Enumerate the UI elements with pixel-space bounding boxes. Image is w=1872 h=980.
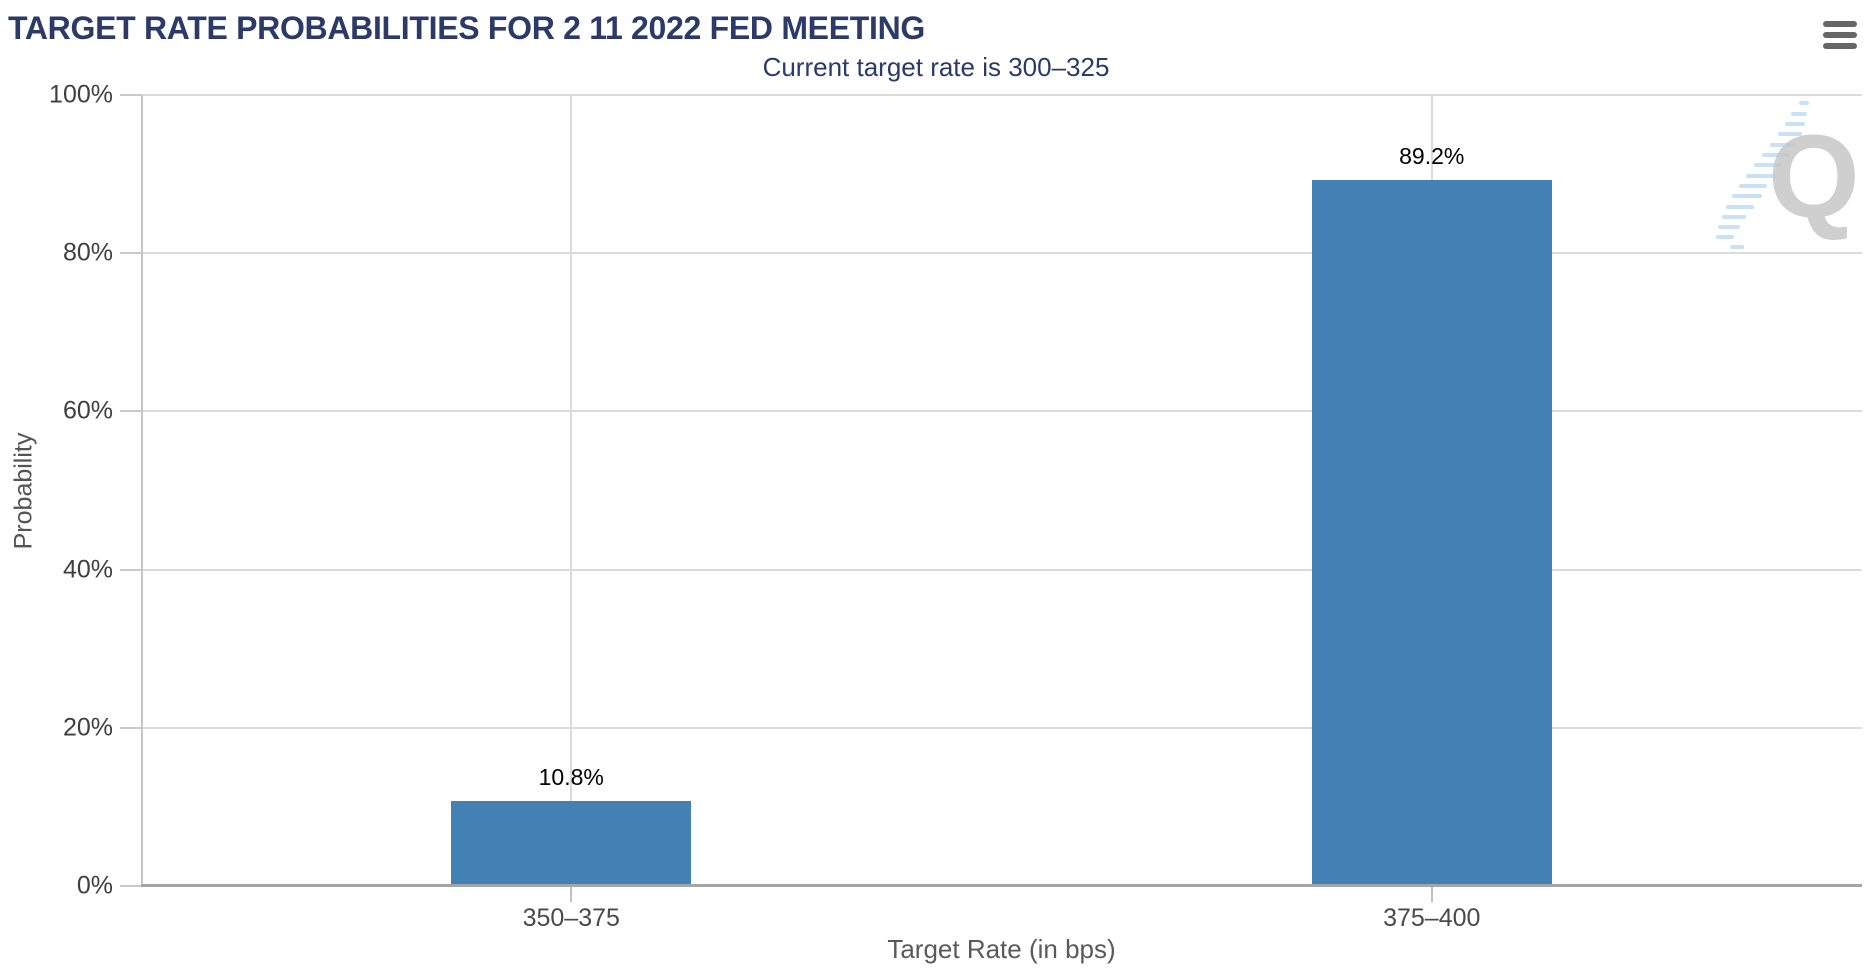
- y-axis-label: 100%: [49, 80, 113, 109]
- chart-title: TARGET RATE PROBABILITIES FOR 2 11 2022 …: [8, 10, 925, 46]
- y-grid-line: [141, 726, 1862, 729]
- bar[interactable]: [451, 800, 692, 886]
- y-grid-line: [141, 94, 1862, 96]
- chart-context-menu-button[interactable]: [1823, 20, 1857, 54]
- y-axis-tick: [120, 885, 141, 887]
- y-grid-line: [141, 252, 1862, 255]
- chart-subtitle: Current target rate is 300–325: [762, 52, 1110, 82]
- y-grid-line: [141, 568, 1862, 571]
- y-axis-label: 0%: [76, 871, 113, 900]
- y-axis-line: [141, 95, 143, 886]
- x-grid-line: [570, 95, 573, 886]
- hamburger-icon: [1823, 20, 1857, 49]
- x-axis-label: 350–375: [522, 904, 620, 932]
- y-axis-label: 60%: [62, 396, 113, 425]
- bar-data-label: 10.8%: [538, 763, 604, 790]
- x-axis-tick: [570, 886, 573, 902]
- y-axis-tick: [120, 410, 141, 413]
- y-axis-tick: [120, 568, 141, 571]
- x-axis-title: Target Rate (in bps): [887, 934, 1116, 964]
- y-axis-tick: [120, 94, 141, 96]
- y-axis-label: 80%: [62, 238, 113, 267]
- y-axis-tick: [120, 252, 141, 255]
- y-axis-label: 40%: [62, 555, 113, 584]
- y-axis-label: 20%: [62, 713, 113, 742]
- x-axis-label: 375–400: [1383, 904, 1481, 932]
- y-axis-tick: [120, 726, 141, 729]
- bar[interactable]: [1311, 180, 1552, 886]
- x-axis-tick: [1430, 886, 1433, 902]
- plot-area: 0% 20% 40% 60% 80% 100% 10.8% 350–375 89.2% 375–4…: [49, 81, 1862, 932]
- x-axis-line: [141, 884, 1862, 887]
- y-axis-title: Probability: [9, 432, 38, 550]
- y-grid-line: [141, 410, 1862, 413]
- bar-data-label: 89.2%: [1399, 143, 1465, 170]
